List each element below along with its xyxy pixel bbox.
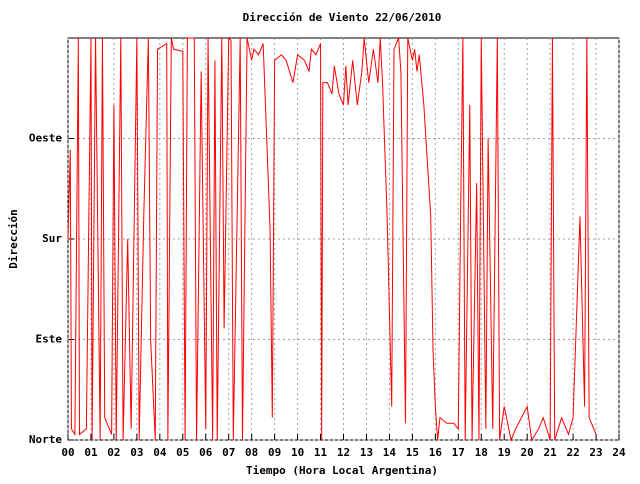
x-tick-label: 09 bbox=[268, 446, 281, 459]
x-tick-label: 16 bbox=[429, 446, 443, 459]
y-tick-label: Este bbox=[36, 333, 63, 346]
y-tick-label: Norte bbox=[29, 433, 62, 446]
x-tick-label: 17 bbox=[452, 446, 465, 459]
x-tick-label: 23 bbox=[589, 446, 602, 459]
x-tick-label: 20 bbox=[521, 446, 534, 459]
x-tick-label: 03 bbox=[130, 446, 143, 459]
x-tick-label: 13 bbox=[360, 446, 373, 459]
y-tick-label: Oeste bbox=[29, 132, 62, 145]
x-tick-label: 06 bbox=[199, 446, 213, 459]
x-tick-label: 04 bbox=[153, 446, 167, 459]
x-tick-label: 08 bbox=[245, 446, 258, 459]
x-tick-label: 01 bbox=[84, 446, 98, 459]
x-tick-label: 21 bbox=[544, 446, 558, 459]
chart-title: Dirección de Viento 22/06/2010 bbox=[243, 11, 442, 24]
x-tick-label: 22 bbox=[566, 446, 579, 459]
x-tick-label: 12 bbox=[337, 446, 350, 459]
x-tick-label: 07 bbox=[222, 446, 235, 459]
x-tick-label: 00 bbox=[61, 446, 74, 459]
y-axis-label: Dirección bbox=[7, 209, 20, 269]
x-tick-label: 10 bbox=[291, 446, 304, 459]
x-tick-label: 14 bbox=[383, 446, 397, 459]
x-tick-label: 24 bbox=[612, 446, 626, 459]
x-tick-label: 02 bbox=[107, 446, 120, 459]
x-tick-label: 15 bbox=[406, 446, 419, 459]
x-axis-label: Tiempo (Hora Local Argentina) bbox=[246, 464, 438, 477]
x-tick-label: 05 bbox=[176, 446, 189, 459]
x-tick-label: 18 bbox=[475, 446, 488, 459]
x-tick-label: 19 bbox=[498, 446, 511, 459]
y-tick-label: Sur bbox=[42, 232, 62, 245]
x-tick-label: 11 bbox=[314, 446, 328, 459]
data-line bbox=[67, 36, 597, 442]
